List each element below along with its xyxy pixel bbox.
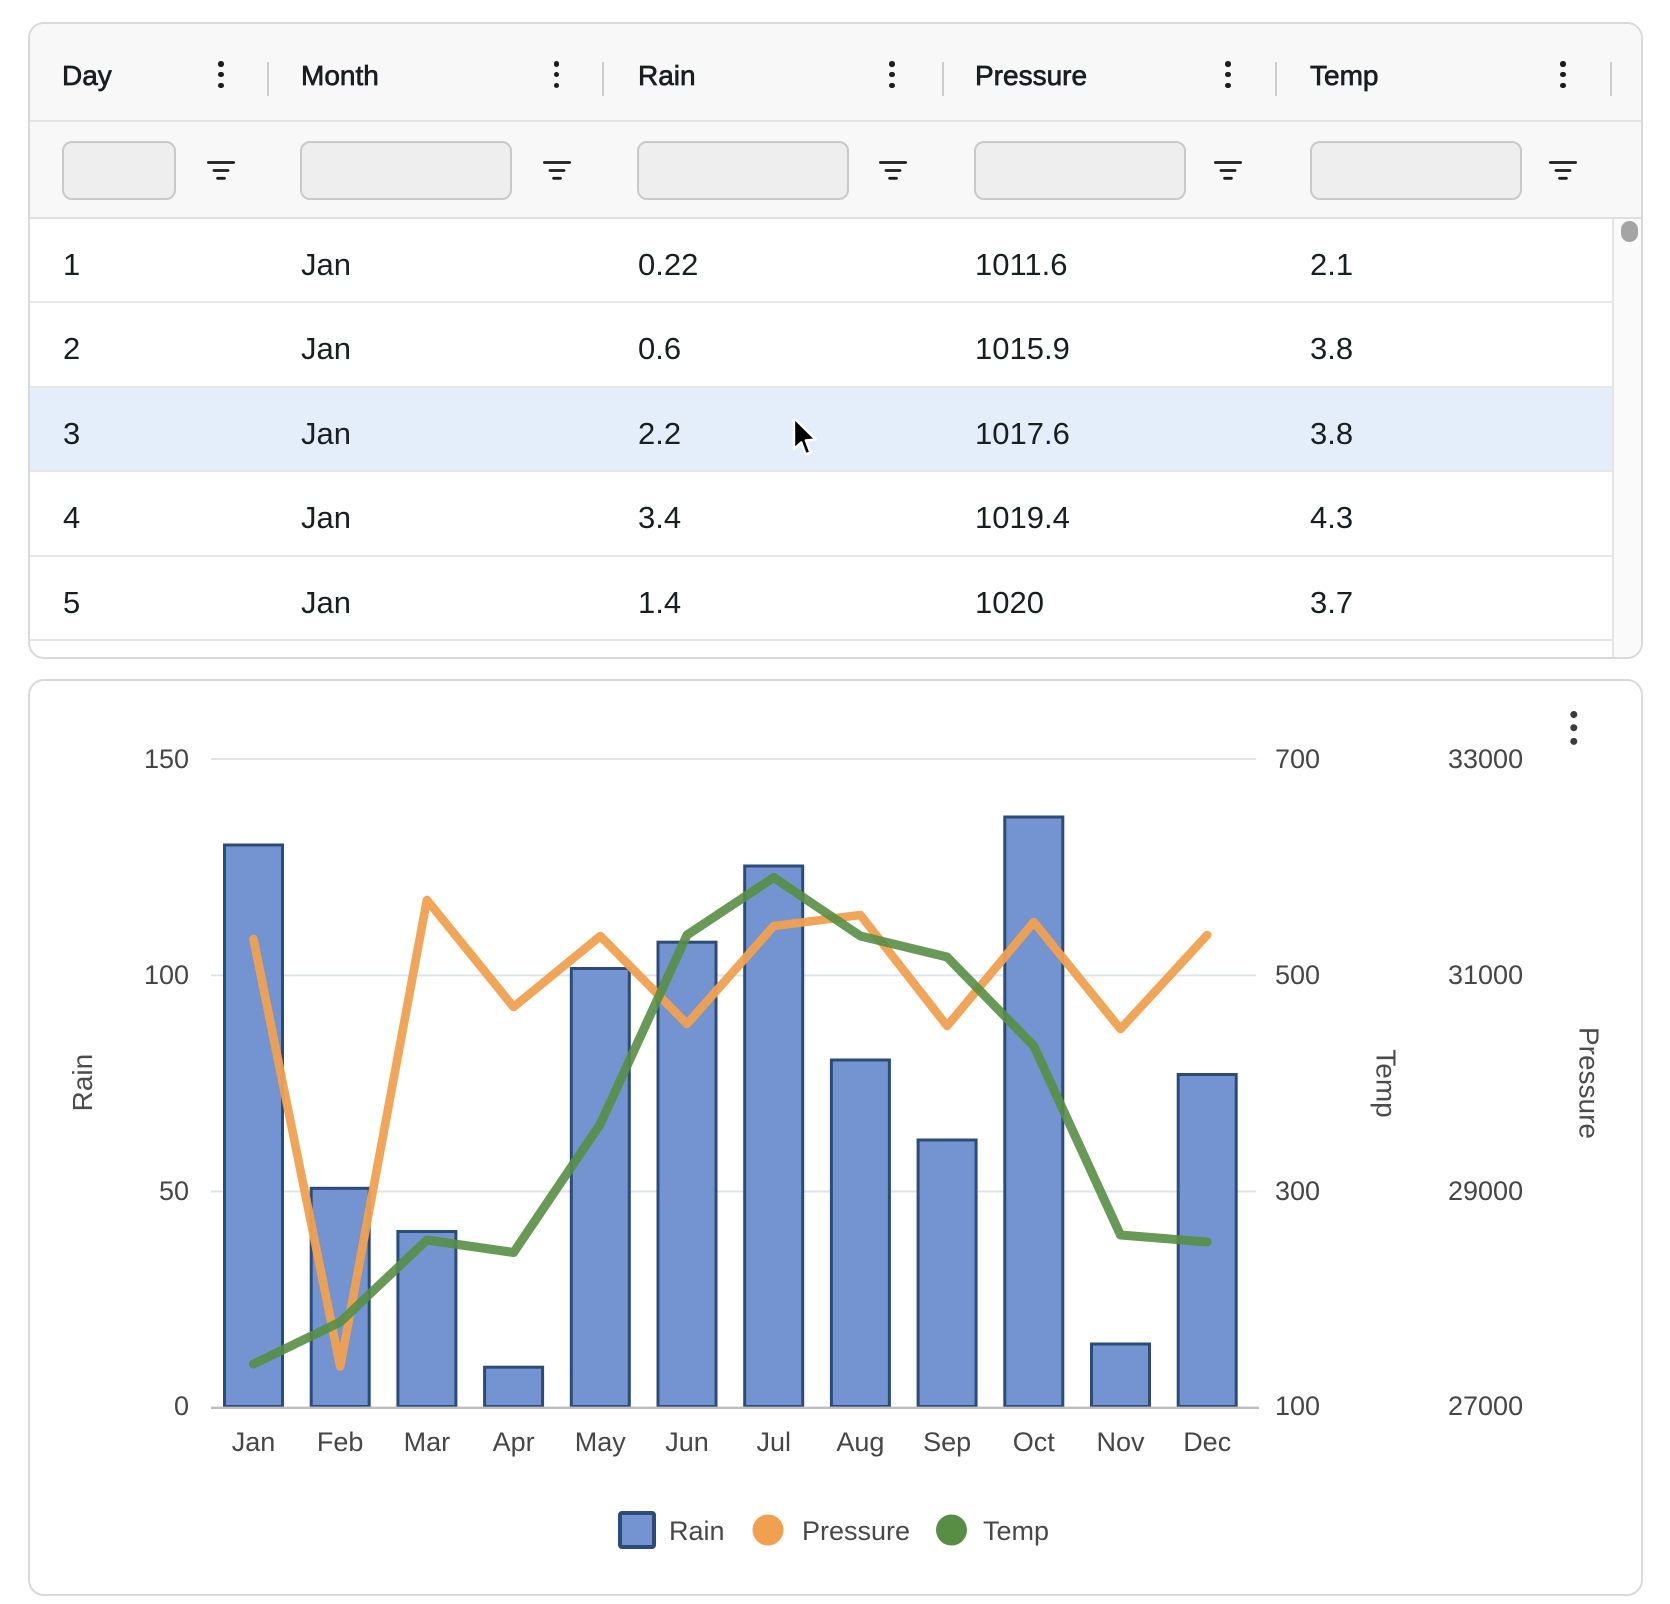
svg-text:Dec: Dec (1183, 1427, 1231, 1457)
svg-text:May: May (575, 1427, 627, 1457)
svg-text:Feb: Feb (317, 1427, 364, 1457)
svg-text:31000: 31000 (1448, 960, 1523, 990)
svg-text:0: 0 (174, 1391, 189, 1421)
svg-text:Aug: Aug (836, 1427, 884, 1457)
svg-text:33000: 33000 (1448, 744, 1523, 774)
svg-text:Oct: Oct (1013, 1427, 1056, 1457)
svg-text:29000: 29000 (1448, 1176, 1523, 1206)
svg-text:100: 100 (1275, 1391, 1320, 1421)
svg-text:Temp: Temp (1371, 1049, 1402, 1117)
svg-text:50: 50 (159, 1176, 189, 1206)
svg-text:Rain: Rain (669, 1516, 725, 1546)
svg-text:Rain: Rain (67, 1054, 98, 1112)
svg-text:27000: 27000 (1448, 1391, 1523, 1421)
svg-text:Jul: Jul (756, 1427, 791, 1457)
svg-text:Jun: Jun (665, 1427, 709, 1457)
svg-text:Nov: Nov (1096, 1427, 1145, 1457)
svg-text:300: 300 (1275, 1176, 1320, 1206)
svg-text:150: 150 (144, 744, 189, 774)
svg-text:Apr: Apr (493, 1427, 535, 1457)
svg-text:700: 700 (1275, 744, 1320, 774)
svg-text:Sep: Sep (923, 1427, 971, 1457)
svg-text:Jan: Jan (232, 1427, 276, 1457)
svg-text:Temp: Temp (983, 1516, 1049, 1546)
svg-text:Pressure: Pressure (1573, 1027, 1604, 1139)
svg-text:Pressure: Pressure (802, 1516, 910, 1546)
svg-text:500: 500 (1275, 960, 1320, 990)
svg-text:Mar: Mar (404, 1427, 451, 1457)
svg-text:100: 100 (144, 960, 189, 990)
